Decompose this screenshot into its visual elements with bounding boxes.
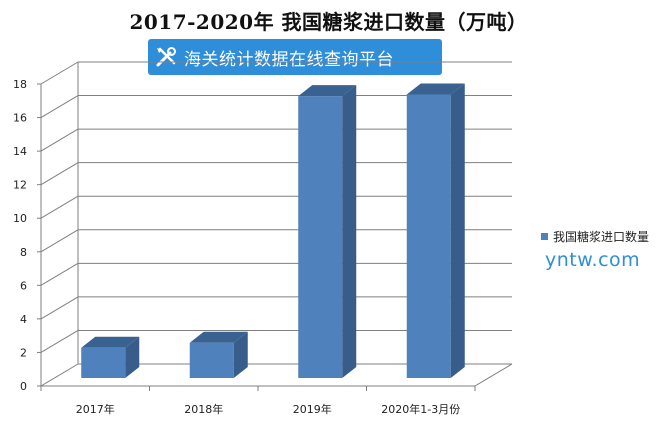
y-tick-label: 14 [13, 145, 27, 158]
bar [298, 85, 357, 378]
bar [406, 83, 465, 378]
y-tick-label: 18 [13, 78, 27, 91]
y-tick-label: 6 [20, 279, 27, 292]
gridline-diagonal [40, 229, 79, 253]
gridline-diagonal [40, 61, 79, 85]
banner-text: 海关统计数据在线查询平台 [184, 49, 394, 70]
bar-side [342, 85, 357, 378]
chart-title: 2017-2020年 我国糖浆进口数量（万吨） [129, 10, 528, 34]
gridline-diagonal [40, 162, 79, 186]
gridline-diagonal [40, 363, 79, 387]
x-tick-label: 2018年 [184, 402, 223, 416]
bar-side [233, 331, 248, 378]
bar-top [81, 336, 140, 348]
bar-side [125, 336, 140, 378]
x-tick-label: 2019年 [293, 402, 332, 416]
gridline-diagonal [40, 262, 79, 286]
y-tick-label: 10 [13, 212, 27, 225]
banner: 海关统计数据在线查询平台 [148, 39, 442, 75]
gridline-diagonal [40, 330, 79, 353]
bar-side [450, 83, 465, 378]
legend-swatch [541, 233, 548, 240]
watermark: yntw.com [545, 249, 641, 271]
bar [189, 331, 248, 378]
x-tick-label: 2017年 [76, 402, 115, 416]
y-tick-label: 8 [20, 246, 27, 259]
gridline-diagonal [40, 95, 79, 118]
bar-top [189, 331, 248, 343]
bar-top [298, 85, 357, 97]
y-tick-label: 4 [20, 313, 27, 326]
gridline-diagonal [40, 195, 79, 219]
bar-top [406, 83, 465, 95]
y-tick-label: 12 [13, 179, 27, 192]
bar [81, 336, 140, 378]
y-tick-label: 16 [13, 112, 27, 125]
x-tick-label: 2020年1-3月份 [381, 402, 460, 416]
bar-front [406, 94, 451, 378]
floor-edge [474, 363, 513, 387]
gridline-diagonal [40, 296, 79, 320]
gridline-diagonal [40, 128, 79, 152]
bar-front [298, 96, 343, 378]
y-tick-label: 0 [20, 380, 27, 393]
legend: 我国糖浆进口数量 [541, 228, 649, 245]
y-tick-label: 2 [20, 346, 27, 359]
tools-icon [148, 39, 184, 75]
bar-front [81, 347, 126, 378]
bar-front [189, 342, 234, 378]
legend-label: 我国糖浆进口数量 [553, 230, 650, 244]
